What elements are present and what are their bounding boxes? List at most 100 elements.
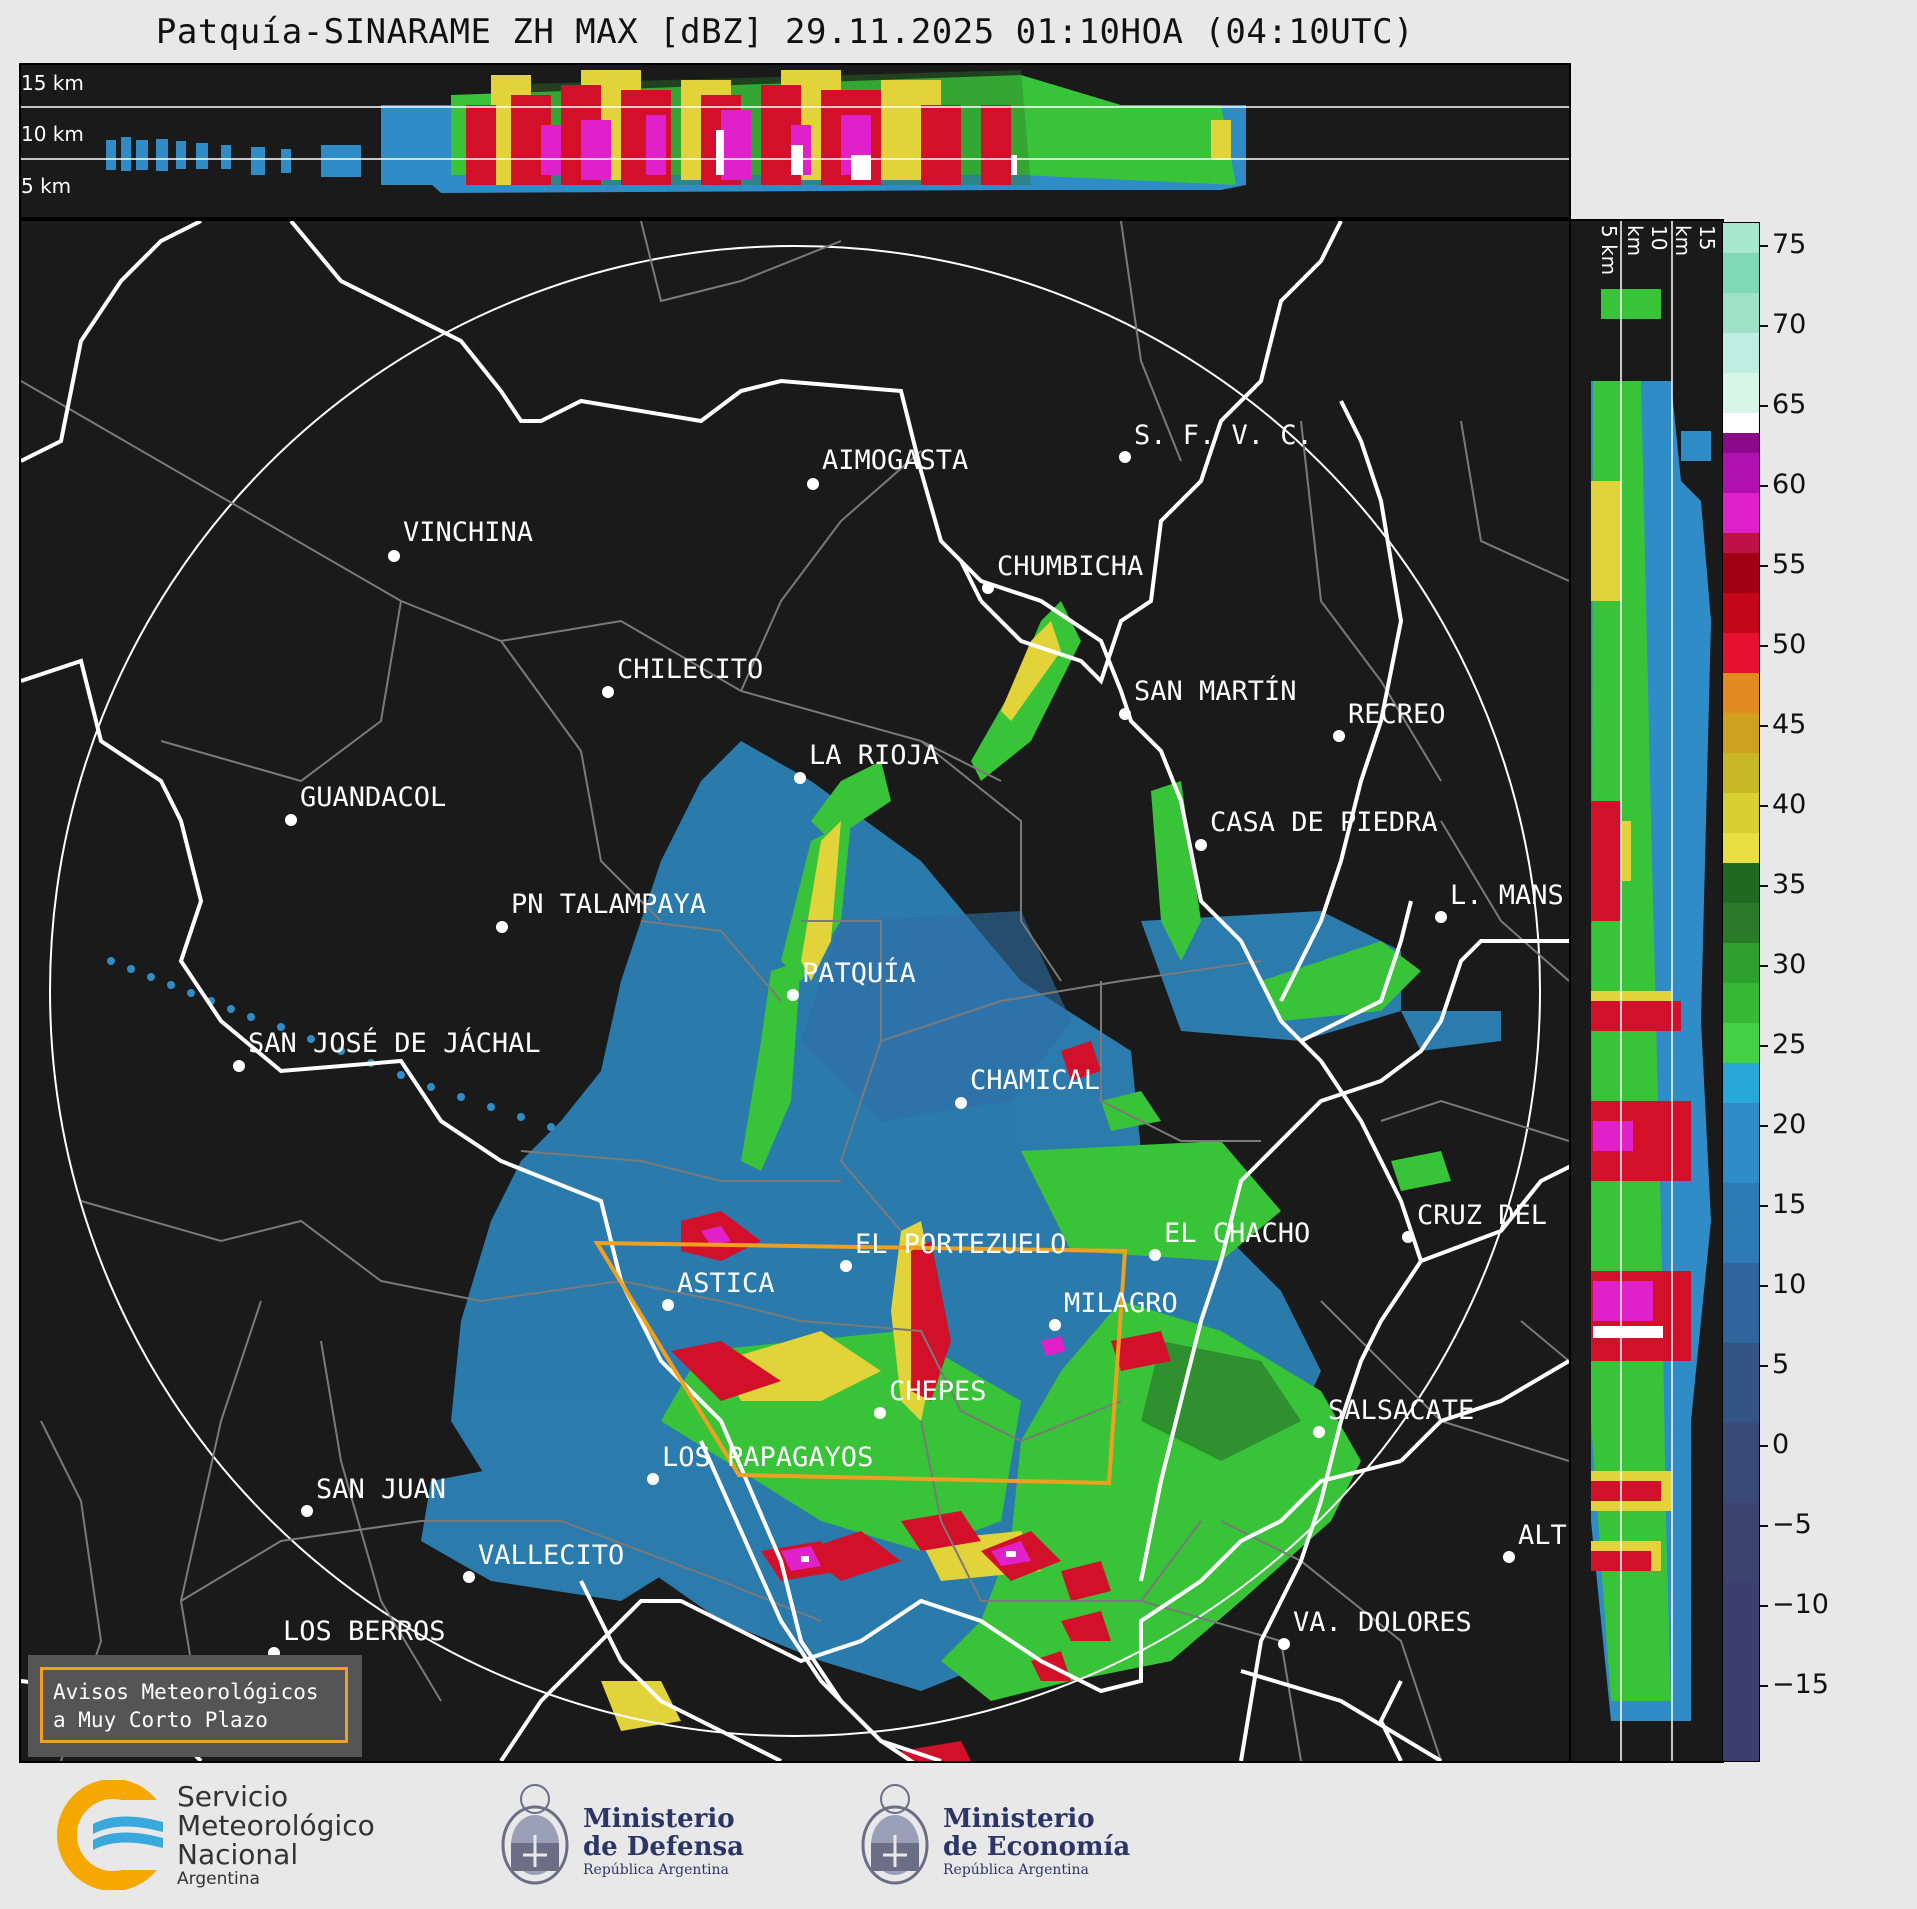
city-label-vinchina: VINCHINA [403,517,534,548]
colorbar-tick [1760,1205,1768,1207]
city-label-el-portezuelo: EL PORTEZUELO [855,1229,1067,1260]
city-dot [602,686,614,698]
city-dot [647,1473,659,1485]
colorbar-label-10: 10 [1772,1269,1807,1300]
city-label-san-jose-de-jachal: SAN JOSÉ DE JÁCHAL [248,1028,541,1059]
city-label-san-juan: SAN JUAN [316,1474,447,1505]
city-dot [496,921,508,933]
city-label-astica: ASTICA [677,1268,775,1299]
city-dot [301,1505,313,1517]
city-dot [388,550,400,562]
colorbar-tick [1760,645,1768,647]
city-label-chepes: CHEPES [889,1376,987,1407]
top-cross-section-image [21,65,1569,217]
city-dot [1435,911,1447,923]
economia-line3: República Argentina [943,1862,1089,1878]
defensa-logo-text: Ministerio de Defensa República Argentin… [583,1805,744,1879]
colorbar-label-45: 45 [1772,709,1807,740]
colorbar-tick [1760,565,1768,567]
city-dot [662,1299,674,1311]
right-height-label-5km: 5 km [1597,225,1621,276]
height-label-15km: 15 km [21,71,84,95]
smn-logo-icon [57,1779,173,1891]
colorbar-label-20: 20 [1772,1109,1807,1140]
city-dot [794,772,806,784]
city-dot [285,814,297,826]
colorbar-tick [1760,405,1768,407]
colorbar-tick [1760,805,1768,807]
city-label-pn-talampaya: PN TALAMPAYA [511,889,707,920]
city-dot [840,1260,852,1272]
city-label-la-rioja: LA RIOJA [809,740,940,771]
colorbar-tick [1760,1365,1768,1367]
colorbar-tick [1760,485,1768,487]
city-label-cruz-del: CRUZ DEL [1417,1200,1548,1231]
smn-line2: Meteorológico [177,1809,375,1842]
city-dot [1333,730,1345,742]
city-dot [982,582,994,594]
city-dot [233,1060,245,1072]
colorbar-label-0: 0 [1772,1429,1790,1460]
colorbar-tick [1760,245,1768,247]
colorbar-label-5: 5 [1772,1349,1790,1380]
city-label-l-mans: L. MANS [1450,880,1564,911]
city-dot [874,1407,886,1419]
city-label-vallecito: VALLECITO [478,1540,625,1571]
colorbar-label-50: 50 [1772,629,1807,660]
colorbar-label-75: 75 [1772,229,1807,260]
economia-line1: Ministerio [943,1804,1095,1834]
colorbar-label-65: 65 [1772,389,1807,420]
city-label-chilecito: CHILECITO [617,654,764,685]
reflectivity-colorbar [1722,222,1760,1762]
argentine-coat-of-arms-icon [861,1784,929,1885]
city-label-milagro: MILAGRO [1064,1288,1178,1319]
colorbar-tick [1760,725,1768,727]
colorbar-tick [1760,1605,1768,1607]
colorbar-label-55: 55 [1772,549,1807,580]
colorbar-tick [1760,1285,1768,1287]
colorbar-tick [1760,965,1768,967]
smn-logo-text: Servicio Meteorológico Nacional Argentin… [177,1782,375,1889]
colorbar-label-minus5: −5 [1772,1509,1812,1540]
right-cross-section-panel: 5 km 10 km 15 km [1569,219,1724,1763]
warning-legend-line2: a Muy Corto Plazo [53,1708,268,1732]
colorbar-label-30: 30 [1772,949,1807,980]
height-label-5km: 5 km [21,174,72,198]
city-label-los-berros: LOS BERROS [283,1616,446,1647]
city-label-guandacol: GUANDACOL [300,782,447,813]
right-height-label-10km: 10 km [1623,225,1671,257]
colorbar-label-minus15: −15 [1772,1669,1829,1700]
city-dot [1278,1638,1290,1650]
defensa-line2: de Defensa [583,1832,744,1862]
city-label-san-martin: SAN MARTÍN [1134,676,1297,707]
page-title: Patquía-SINARAME ZH MAX [dBZ] 29.11.2025… [155,12,1415,52]
city-dot [1195,839,1207,851]
colorbar-label-60: 60 [1772,469,1807,500]
city-label-casa-de-piedra: CASA DE PIEDRA [1210,807,1438,838]
colorbar-tick [1760,325,1768,327]
colorbar-tick [1760,1525,1768,1527]
colorbar-label-minus10: −10 [1772,1589,1829,1620]
colorbar-tick [1760,1445,1768,1447]
warning-legend: Avisos Meteorológicos a Muy Corto Plazo [28,1655,362,1757]
city-label-chumbicha: CHUMBICHA [997,551,1144,582]
colorbar-label-70: 70 [1772,309,1807,340]
city-label-el-chacho: EL CHACHO [1164,1218,1311,1249]
city-label-aimogasta: AIMOGASTA [822,445,969,476]
economia-logo-text: Ministerio de Economía República Argenti… [943,1805,1130,1879]
right-cross-section-image [1571,221,1722,1761]
economia-line2: de Economía [943,1832,1131,1862]
economia-logo: Ministerio de Economía República Argenti… [855,1775,1135,1895]
colorbar-tick [1760,1685,1768,1687]
radar-map-image [21,221,1569,1761]
city-label-salsacate: SALSACATE [1328,1395,1475,1426]
smn-line4: Argentina [177,1869,260,1889]
city-label-alt: ALT [1518,1520,1567,1551]
city-dot [1049,1319,1061,1331]
defensa-line3: República Argentina [583,1862,729,1878]
defensa-logo: Ministerio de Defensa República Argentin… [495,1775,755,1895]
defensa-line1: Ministerio [583,1804,735,1834]
colorbar-label-35: 35 [1772,869,1807,900]
smn-logo: Servicio Meteorológico Nacional Argentin… [55,1779,395,1891]
city-label-va-dolores: VA. DOLORES [1293,1607,1472,1638]
